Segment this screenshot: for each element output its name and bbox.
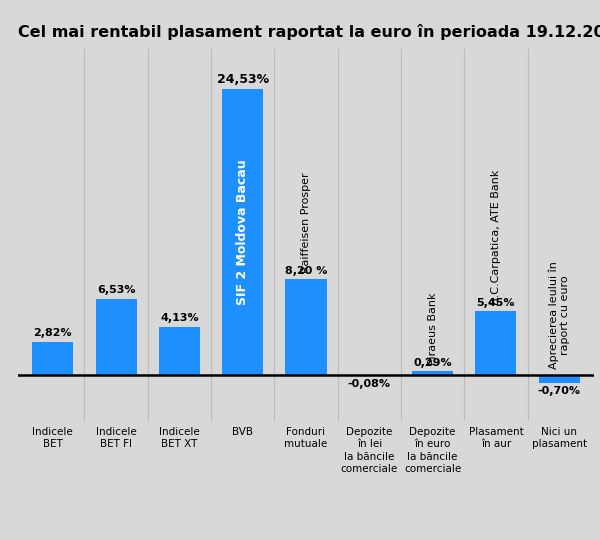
Bar xyxy=(222,89,263,375)
Text: -0,08%: -0,08% xyxy=(348,379,391,389)
Bar xyxy=(539,375,580,383)
Text: -0,70%: -0,70% xyxy=(538,386,581,396)
Text: 8,20 %: 8,20 % xyxy=(285,266,327,275)
Text: Piraeus Bank: Piraeus Bank xyxy=(428,293,437,366)
Bar xyxy=(412,371,453,375)
Text: Aprecierea leului în
raport cu euro: Aprecierea leului în raport cu euro xyxy=(548,261,570,369)
Text: Cel mai rentabil plasament raportat la euro în perioada 19.12.2011 -19.01.2012: Cel mai rentabil plasament raportat la e… xyxy=(18,24,600,40)
Text: 6,53%: 6,53% xyxy=(97,285,136,295)
Text: 24,53%: 24,53% xyxy=(217,72,269,85)
Text: 2,82%: 2,82% xyxy=(34,328,72,338)
Text: 0,29%: 0,29% xyxy=(413,358,452,368)
Bar xyxy=(475,311,517,375)
Text: B.C.Carpatica, ATE Bank: B.C.Carpatica, ATE Bank xyxy=(491,170,501,305)
Bar xyxy=(286,279,326,375)
Bar xyxy=(95,299,137,375)
Bar xyxy=(32,342,73,375)
Bar xyxy=(159,327,200,375)
Text: 5,45%: 5,45% xyxy=(476,298,515,308)
Text: SIF 2 Moldova Bacau: SIF 2 Moldova Bacau xyxy=(236,159,249,305)
Text: Raiffeisen Prosper: Raiffeisen Prosper xyxy=(301,173,311,273)
Text: 4,13%: 4,13% xyxy=(160,313,199,323)
